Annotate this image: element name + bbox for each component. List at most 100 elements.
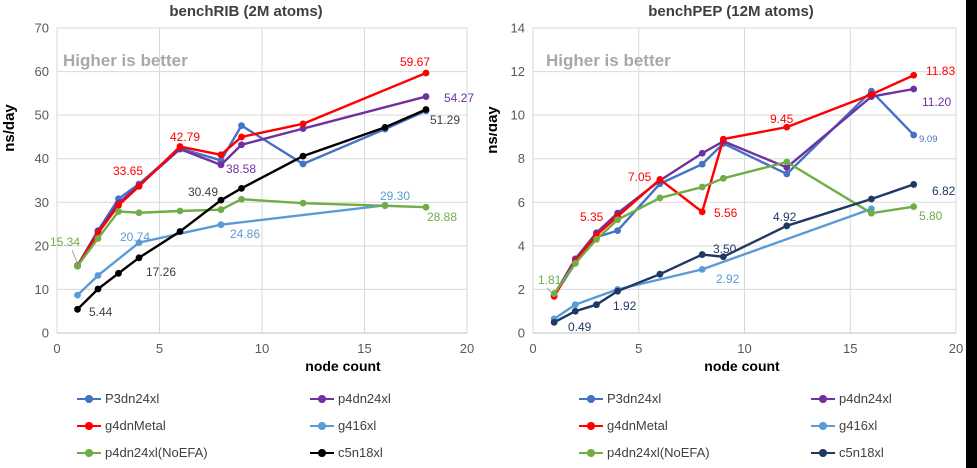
data-point-g416xl (217, 221, 225, 229)
data-point-g4dnMetal (868, 91, 875, 98)
legend-label: c5n18xl (839, 445, 884, 460)
data-point-c5n18xl (783, 222, 791, 230)
chart-title: benchPEP (12M atoms) (648, 3, 814, 20)
data-point-p4dn24xl(NoEFA) (115, 208, 122, 215)
y-axis-tick-label: 2 (518, 282, 525, 297)
data-point-p4dn24xl(NoEFA) (422, 203, 430, 211)
legend-label: p4dn24xl (338, 391, 391, 406)
legend-label: g416xl (338, 418, 377, 433)
chart-benchpep: 0 2 4 6 8 10 12 14 0 5 10 15 20 benchPEP (12M atoms) H… (489, 0, 977, 468)
data-label: 2.92 (716, 272, 740, 286)
data-label: 7.05 (628, 170, 652, 184)
data-label: 5.80 (919, 209, 943, 223)
data-point-p4dn24xl(NoEFA) (593, 235, 600, 243)
series-line-c5n18xl (553, 183, 915, 324)
y-axis-tick-label: 30 (35, 195, 49, 210)
data-point-p4dn24xl(NoEFA) (614, 216, 621, 224)
y-axis-tick-label: 6 (518, 195, 525, 210)
data-label: 3.50 (713, 242, 737, 256)
series-line-P3dn24xl (553, 89, 915, 297)
x-axis-tick-label: 20 (949, 341, 963, 356)
data-point-c5n18xl (176, 228, 184, 235)
data-label: 42.79 (170, 130, 200, 144)
y-axis-tick-label: 50 (35, 108, 49, 123)
y-axis-tick-label: 4 (518, 238, 525, 253)
x-axis-tick-label: 5 (156, 341, 163, 356)
data-point-c5n18xl (135, 254, 143, 262)
data-point-p4dn24xl(NoEFA) (74, 262, 81, 270)
legend-dot-marker (819, 422, 827, 430)
legend-dot-marker (587, 449, 595, 457)
data-point-p4dn24xl (422, 93, 430, 100)
data-point-g4dnMetal (238, 133, 245, 141)
legend-line-marker (77, 422, 101, 430)
y-axis-tick-label: 20 (35, 238, 49, 253)
data-label: 30.49 (188, 185, 218, 199)
higher-is-better-note: Higher is better (546, 51, 671, 70)
data-point-p4dn24xl (910, 85, 918, 93)
legend-line-marker (811, 395, 835, 403)
data-label: 5.56 (714, 206, 738, 220)
data-point-p4dn24xl(NoEFA) (868, 209, 875, 217)
data-label: 5.35 (580, 210, 604, 224)
y-axis-tick-label: 0 (42, 326, 49, 341)
data-label: 29.30 (380, 189, 410, 203)
data-point-P3dn24xl (698, 160, 706, 168)
x-axis-tick-label: 0 (53, 341, 60, 356)
y-axis-tick-label: 0 (518, 326, 525, 341)
data-point-c5n18xl (614, 287, 621, 295)
legend-line-marker (811, 422, 835, 430)
label-leader-line (71, 249, 78, 263)
data-point-c5n18xl (656, 270, 664, 278)
legend-dot-marker (318, 422, 326, 430)
data-point-p4dn24xl(NoEFA) (299, 199, 307, 207)
data-label: 59.67 (400, 55, 430, 69)
data-point-p4dn24xl (217, 161, 225, 169)
y-axis-tick-label: 40 (35, 151, 49, 166)
series-line-g4dnMetal (553, 74, 915, 298)
series-line-c5n18xl (76, 108, 427, 311)
data-label: 0.49 (568, 320, 592, 334)
legend-item-c5n18xl: c5n18xl (310, 445, 383, 461)
data-point-c5n18xl (868, 195, 875, 203)
data-point-p4dn24xl(NoEFA) (217, 206, 225, 214)
legend-dot-marker (587, 395, 595, 403)
legend-item-p4dn24xl: p4dn24xl (811, 391, 892, 407)
legend-line-marker (811, 449, 835, 457)
data-point-P3dn24xl (614, 227, 621, 235)
legend-item-p3dn24xl: P3dn24xl (579, 391, 661, 407)
data-label: 9.45 (770, 112, 794, 126)
legend-item-g4dnmetal: g4dnMetal (579, 418, 668, 434)
legend-item-p3dn24xl: P3dn24xl (77, 391, 159, 407)
benchpep-legend: P3dn24xl g4dnMetal p4dn24xl(NoEFA) p4dn24xl… (489, 380, 977, 468)
data-label: 17.26 (146, 265, 176, 279)
data-point-c5n18xl (238, 184, 245, 192)
data-point-c5n18xl (910, 181, 918, 188)
y-axis-tick-label: 10 (35, 282, 49, 297)
y-axis-tick-label: 8 (518, 151, 525, 166)
y-axis-title: ns/day (489, 106, 501, 154)
legend-dot-marker (819, 449, 827, 457)
legend-line-marker (310, 449, 334, 457)
benchrib-plot: 0 10 20 30 40 50 60 70 0 5 10 15 20 benchRIB (2M atom… (1, 3, 474, 374)
legend-dot-marker (587, 422, 595, 430)
benchpep-plot: 0 2 4 6 8 10 12 14 0 5 10 15 20 benchPEP (12M atoms) H… (489, 3, 963, 374)
legend-item-g4dnmetal: g4dnMetal (77, 418, 166, 434)
legend-label: p4dn24xl(NoEFA) (607, 445, 710, 460)
legend-label: g4dnMetal (105, 418, 166, 433)
data-label: 11.83 (926, 64, 955, 78)
data-point-P3dn24xl (238, 122, 245, 129)
x-axis-tick-label: 15 (843, 341, 857, 356)
data-label: 4.92 (773, 210, 797, 224)
legend-line-marker (579, 422, 603, 430)
y-axis-tick-label: 14 (511, 21, 525, 36)
legend-label: P3dn24xl (105, 391, 160, 406)
benchrib-legend: P3dn24xl g4dnMetal p4dn24xl(NoEFA) p4dn24xl… (0, 380, 489, 468)
data-point-p4dn24xl (299, 125, 307, 133)
data-point-p4dn24xl(NoEFA) (910, 203, 918, 211)
data-point-c5n18xl (593, 301, 600, 309)
data-point-g4dnMetal (217, 151, 225, 159)
data-label: 1.81 (538, 273, 562, 287)
x-axis-tick-label: 20 (460, 341, 474, 356)
legend-line-marker (310, 395, 334, 403)
